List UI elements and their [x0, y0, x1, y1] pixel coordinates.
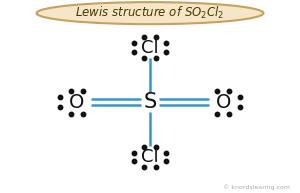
Text: Cl: Cl [141, 148, 159, 166]
Text: Cl: Cl [141, 39, 159, 57]
Ellipse shape [37, 2, 263, 24]
Text: S: S [143, 92, 157, 112]
Text: O: O [69, 93, 85, 112]
Text: © knordslearing.com: © knordslearing.com [223, 185, 290, 190]
Text: O: O [215, 93, 231, 112]
Text: $\it{Lewis\ structure\ of\ SO_2Cl_2}$: $\it{Lewis\ structure\ of\ SO_2Cl_2}$ [75, 5, 225, 21]
